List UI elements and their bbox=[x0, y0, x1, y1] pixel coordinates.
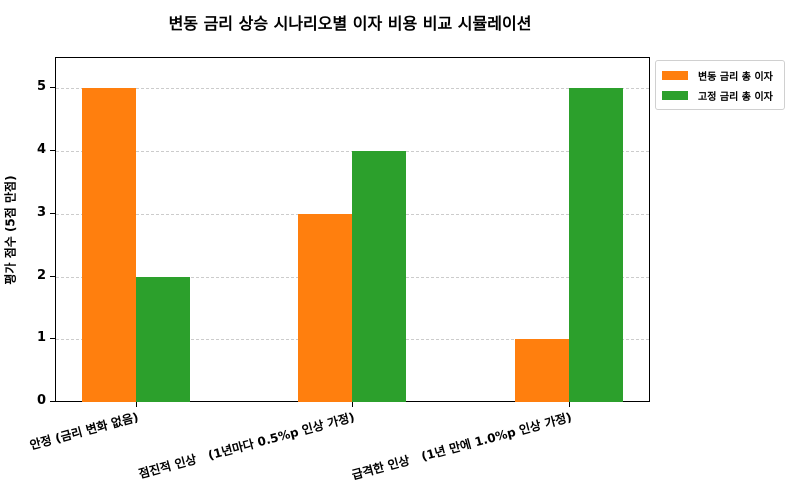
x-tick-label: 급격한 인상 (1년 만에 1.0%p 인상 가정) bbox=[350, 409, 574, 483]
y-tick-label: 5 bbox=[36, 79, 46, 95]
y-tick bbox=[50, 87, 55, 89]
y-tick-label: 3 bbox=[36, 204, 46, 220]
x-tick bbox=[352, 402, 353, 407]
legend-swatch bbox=[662, 90, 688, 100]
legend-swatch bbox=[662, 70, 688, 80]
y-tick bbox=[50, 212, 55, 214]
x-tick bbox=[136, 402, 137, 407]
y-tick-label: 1 bbox=[36, 330, 46, 346]
x-tick bbox=[569, 402, 570, 407]
y-tick bbox=[50, 401, 55, 402]
y-tick bbox=[50, 338, 55, 340]
legend-item: 변동 금리 총 이자 bbox=[662, 65, 778, 85]
bar bbox=[515, 339, 569, 402]
bar bbox=[569, 88, 623, 402]
legend-label: 고정 금리 총 이자 bbox=[698, 91, 773, 103]
y-tick bbox=[50, 150, 55, 152]
legend-item: 고정 금리 총 이자 bbox=[662, 85, 778, 105]
x-tick-label: 점진적 인상 (1년마다 0.5%p 인상 가정) bbox=[137, 409, 357, 482]
y-tick-label: 2 bbox=[36, 267, 46, 283]
bar bbox=[82, 88, 136, 402]
bar bbox=[136, 276, 190, 402]
plot-area bbox=[55, 57, 650, 402]
gridline bbox=[56, 88, 649, 90]
y-tick bbox=[50, 275, 55, 277]
bar bbox=[298, 213, 352, 402]
legend-label: 변동 금리 총 이자 bbox=[698, 71, 773, 83]
y-tick-label: 4 bbox=[36, 142, 46, 158]
y-tick-label: 0 bbox=[36, 393, 46, 408]
bar bbox=[352, 151, 406, 402]
x-tick-label: 안정 (금리 변화 없음) bbox=[28, 409, 140, 453]
chart-title: 변동 금리 상승 시나리오별 이자 비용 비교 시뮬레이션 bbox=[168, 14, 532, 33]
